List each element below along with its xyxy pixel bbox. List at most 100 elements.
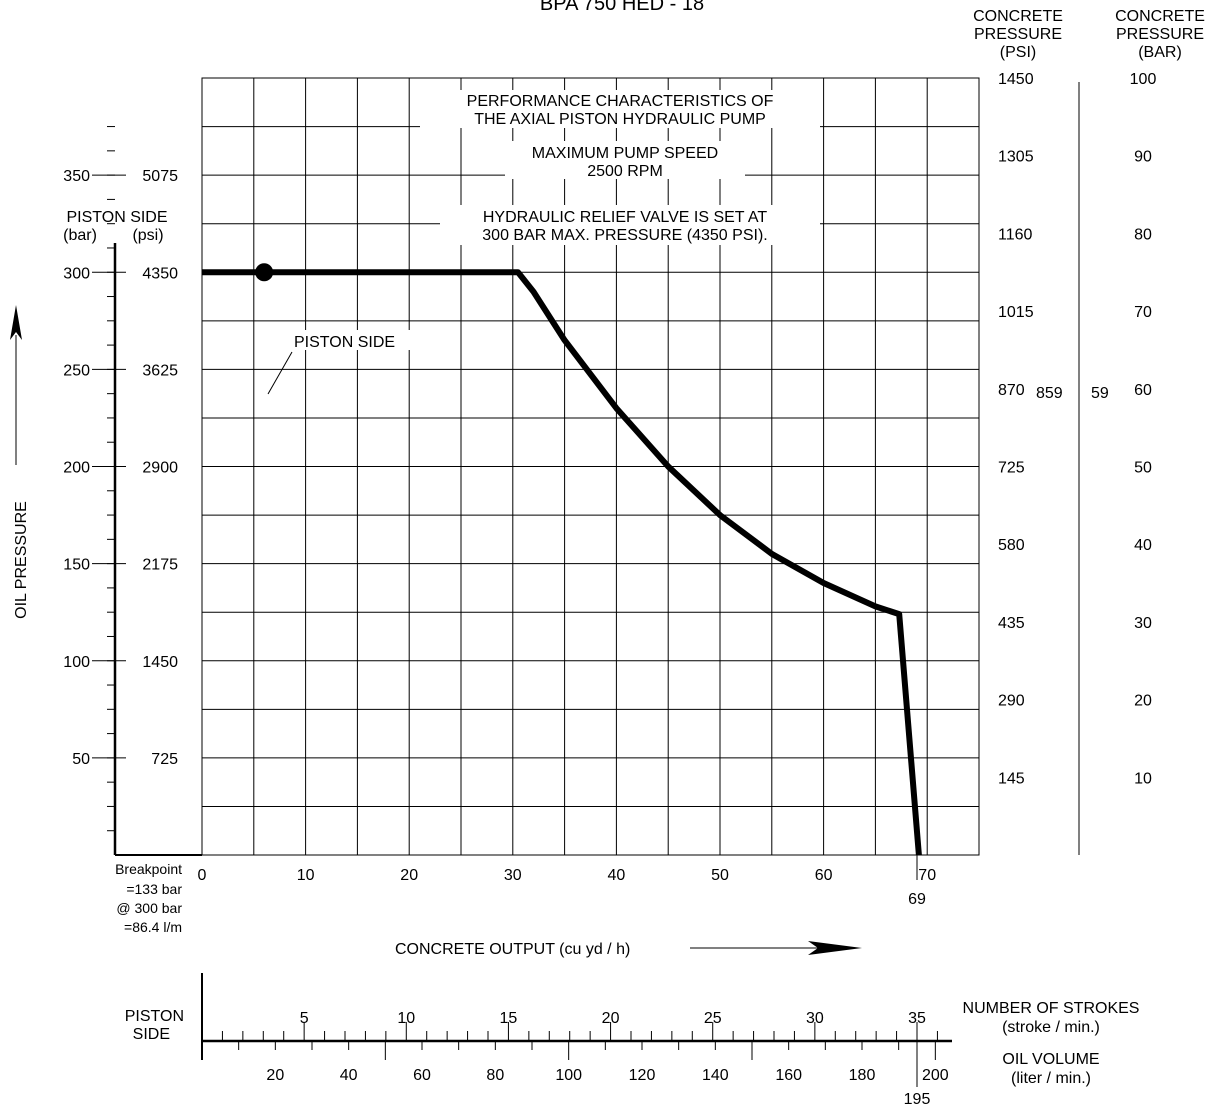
strokes-left-label2: SIDE bbox=[133, 1026, 170, 1043]
piston-label-bg bbox=[290, 330, 420, 350]
plot-frame bbox=[201, 77, 980, 856]
x-tick-label: 50 bbox=[711, 867, 729, 884]
left-axis-title: PISTON SIDE bbox=[66, 209, 167, 226]
left-psi-tick-label: 1450 bbox=[142, 654, 178, 671]
right-psi-tick-label: 870 bbox=[998, 382, 1025, 399]
left-psi-tick-label: 4350 bbox=[142, 265, 178, 282]
right-psi-tick-label: 1450 bbox=[998, 71, 1034, 88]
relief-note-bg bbox=[440, 205, 820, 245]
left-psi-tick-label: 725 bbox=[151, 751, 178, 768]
stroke-tick-label: 15 bbox=[500, 1010, 518, 1027]
x-tick-label: 20 bbox=[400, 867, 418, 884]
stroke-tick-label: 30 bbox=[806, 1010, 824, 1027]
oil-volume-title2: (liter / min.) bbox=[1011, 1070, 1091, 1087]
oil-volume-title1: OIL VOLUME bbox=[1002, 1051, 1099, 1068]
y-axis-arrow-head bbox=[10, 305, 22, 340]
breakpoint-line4: =86.4 l/m bbox=[124, 919, 182, 935]
right-psi-tick-label: 435 bbox=[998, 615, 1025, 632]
x-tick-label: 40 bbox=[608, 867, 626, 884]
stroke-tick-label: 25 bbox=[704, 1010, 722, 1027]
left-bar-tick-label: 300 bbox=[63, 265, 90, 282]
strokes-left-label1: PISTON bbox=[125, 1008, 184, 1025]
left-axis-ticks: 350 5075 300 4350 250 3625 200 2900 150 2175 100 14… bbox=[63, 126, 178, 832]
right-psi-title1: CONCRETE bbox=[973, 8, 1063, 25]
breakpoint-line3: @ 300 bar bbox=[116, 900, 182, 916]
perf-note-bg bbox=[420, 90, 820, 128]
right-bar-tick-label: 60 bbox=[1134, 382, 1152, 399]
stroke-tick-label: 10 bbox=[397, 1010, 415, 1027]
marker-859-label: 859 bbox=[1036, 385, 1063, 402]
stroke-tick-label: 20 bbox=[602, 1010, 620, 1027]
speed-note-line1: MAXIMUM PUMP SPEED bbox=[532, 145, 718, 162]
speed-note-bg bbox=[505, 141, 745, 179]
x-tick-label: 0 bbox=[198, 867, 207, 884]
stroke-tick-label: 5 bbox=[300, 1010, 309, 1027]
strokes-scale-ticks: 5 10 15 20 25 30 35 bbox=[221, 1010, 938, 1041]
breakpoint-line2: =133 bar bbox=[126, 881, 182, 897]
right-psi-title2: PRESSURE bbox=[974, 26, 1062, 43]
relief-note-line2: 300 BAR MAX. PRESSURE (4350 PSI). bbox=[482, 227, 767, 244]
right-bar-tick-label: 30 bbox=[1134, 615, 1152, 632]
oil-tick-label: 60 bbox=[413, 1067, 431, 1084]
left-psi-tick-label: 2900 bbox=[142, 460, 178, 477]
oil-tick-label: 140 bbox=[702, 1067, 729, 1084]
right-psi-tick-label: 1160 bbox=[998, 226, 1033, 243]
speed-note-line2: 2500 RPM bbox=[587, 163, 663, 180]
right-bar-ticks: 100 90 80 70 60 50 40 30 20 10 bbox=[1130, 71, 1157, 787]
right-psi-tick-label: 725 bbox=[998, 460, 1025, 477]
marker-59-label: 59 bbox=[1091, 385, 1109, 402]
left-bar-tick-label: 250 bbox=[63, 362, 90, 379]
x-tick-label: 10 bbox=[297, 867, 315, 884]
right-bar-tick-label: 90 bbox=[1134, 149, 1152, 166]
right-psi-title3: (PSI) bbox=[1000, 44, 1036, 61]
left-bar-tick-label: 150 bbox=[63, 557, 90, 574]
piston-leader-line bbox=[267, 351, 293, 395]
oil-tick-label: 80 bbox=[486, 1067, 504, 1084]
marker-69-label: 69 bbox=[908, 891, 926, 908]
left-psi-tick-label: 5075 bbox=[142, 168, 178, 185]
piston-side-marker bbox=[255, 263, 274, 282]
right-psi-tick-label: 145 bbox=[998, 770, 1025, 787]
right-psi-tick-label: 580 bbox=[998, 537, 1025, 554]
x-axis-ticks: 0 10 20 30 40 50 60 70 bbox=[198, 867, 937, 884]
left-psi-tick-label: 3625 bbox=[142, 362, 178, 379]
x-tick-label: 30 bbox=[504, 867, 522, 884]
right-bar-tick-label: 100 bbox=[1130, 71, 1157, 88]
piston-side-label: PISTON SIDE bbox=[294, 334, 395, 351]
strokes-title2: (stroke / min.) bbox=[1002, 1019, 1100, 1036]
x-tick-label: 70 bbox=[918, 867, 936, 884]
oil-tick-label: 20 bbox=[266, 1067, 284, 1084]
left-bar-tick-label: 50 bbox=[72, 751, 90, 768]
right-bar-tick-label: 40 bbox=[1134, 537, 1152, 554]
series-line-piston-side bbox=[202, 269, 922, 856]
right-bar-title2: PRESSURE bbox=[1116, 26, 1204, 43]
right-psi-tick-label: 290 bbox=[998, 693, 1025, 710]
right-bar-title3: (BAR) bbox=[1138, 44, 1182, 61]
left-psi-tick-label: 2175 bbox=[142, 557, 178, 574]
left-bar-tick-label: 100 bbox=[63, 654, 90, 671]
perf-note-line1: PERFORMANCE CHARACTERISTICS OF bbox=[467, 93, 774, 110]
oil-tick-label: 40 bbox=[340, 1067, 358, 1084]
left-axis-header-psi: (psi) bbox=[132, 227, 163, 244]
right-bar-tick-label: 10 bbox=[1134, 770, 1152, 787]
oil-tick-label: 160 bbox=[775, 1067, 802, 1084]
right-bar-title1: CONCRETE bbox=[1115, 8, 1205, 25]
right-bar-tick-label: 80 bbox=[1134, 226, 1152, 243]
relief-note-line1: HYDRAULIC RELIEF VALVE IS SET AT bbox=[483, 209, 767, 226]
right-psi-tick-label: 1015 bbox=[998, 304, 1034, 321]
right-bar-tick-label: 20 bbox=[1134, 693, 1152, 710]
right-bar-tick-label: 50 bbox=[1134, 460, 1152, 477]
oil-volume-scale-ticks: 20 40 60 80 100 120 140 160 180 200 bbox=[238, 1041, 949, 1084]
left-bar-tick-label: 200 bbox=[63, 460, 90, 477]
marker-195-label: 195 bbox=[904, 1091, 931, 1108]
oil-tick-label: 180 bbox=[849, 1067, 876, 1084]
chart-title: BPA 750 HED - 18 bbox=[540, 0, 704, 15]
perf-note-line2: THE AXIAL PISTON HYDRAULIC PUMP bbox=[474, 111, 766, 128]
grid-lines bbox=[202, 78, 979, 855]
right-psi-tick-label: 1305 bbox=[998, 149, 1034, 166]
y-axis-label: OIL PRESSURE bbox=[13, 501, 30, 619]
right-bar-tick-label: 70 bbox=[1134, 304, 1152, 321]
right-psi-ticks: 1450 1305 1160 1015 870 725 580 435 290 145 bbox=[998, 71, 1034, 787]
oil-tick-label: 200 bbox=[922, 1067, 949, 1084]
